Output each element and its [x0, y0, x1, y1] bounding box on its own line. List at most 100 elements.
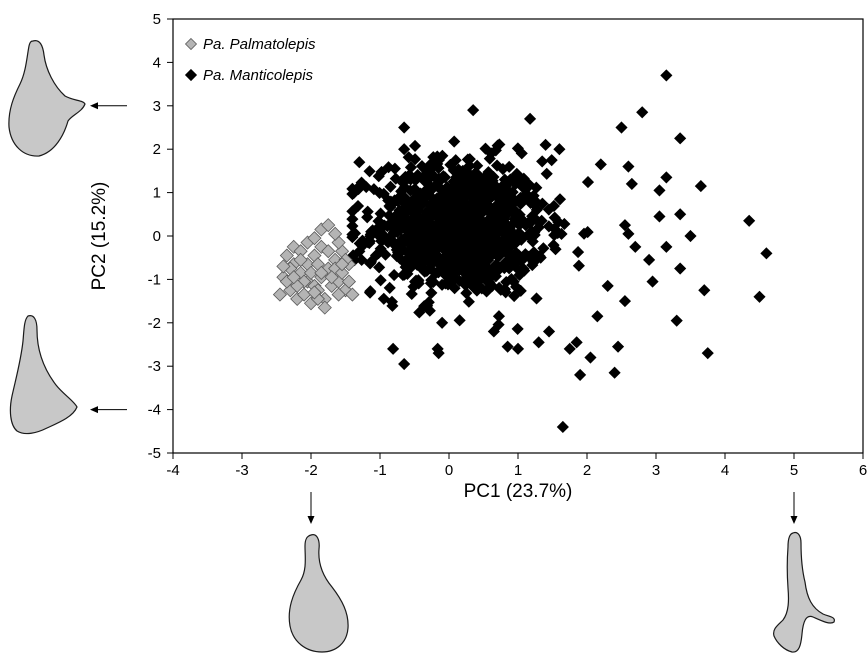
- manticolepis-point: [622, 160, 635, 173]
- y-tick-label: 5: [153, 11, 161, 28]
- manticolepis-point: [414, 214, 427, 227]
- manticolepis-point: [477, 198, 490, 212]
- manticolepis-point: [530, 292, 543, 305]
- manticolepis-point: [577, 227, 591, 240]
- manticolepis-point: [601, 279, 614, 292]
- manticolepis-point: [433, 191, 446, 204]
- x-tick-label: -3: [235, 462, 248, 479]
- x-axis-title: PC1 (23.7%): [464, 481, 573, 502]
- y-tick-label: -1: [148, 271, 161, 288]
- manticolepis-point: [512, 249, 525, 262]
- palmatolepis-point: [341, 274, 357, 289]
- manticolepis-point: [461, 241, 474, 254]
- manticolepis-point: [608, 366, 621, 379]
- y-tick-label: 1: [153, 185, 161, 202]
- manticolepis-point: [482, 185, 495, 198]
- manticolepis-point: [508, 289, 521, 303]
- manticolepis-point: [369, 249, 383, 262]
- manticolepis-point: [436, 316, 449, 329]
- manticolepis-point: [527, 198, 540, 211]
- y-tick-label: 4: [153, 54, 161, 71]
- manticolepis-point: [553, 143, 566, 156]
- manticolepis-point: [537, 242, 550, 255]
- manticolepis-point: [361, 235, 374, 249]
- y-tick-label: -4: [148, 402, 161, 419]
- manticolepis-point: [507, 193, 520, 206]
- manticolepis-point: [449, 154, 462, 167]
- manticolepis-point: [511, 342, 525, 355]
- palmatolepis-point: [321, 244, 336, 259]
- manticolepis-point: [477, 245, 490, 258]
- manticolepis-point: [431, 241, 444, 254]
- manticolepis-point: [503, 262, 516, 275]
- arrowhead: [90, 102, 98, 110]
- manticolepis-point: [420, 184, 433, 197]
- manticolepis-point: [674, 262, 687, 275]
- manticolepis-point: [432, 347, 445, 360]
- manticolepis-point: [539, 138, 552, 151]
- manticolepis-point: [398, 143, 411, 156]
- manticolepis-point: [423, 304, 436, 317]
- manticolepis-point: [437, 213, 450, 226]
- manticolepis-point: [556, 420, 569, 434]
- manticolepis-point: [618, 295, 632, 308]
- conodont-shape-bottom-left: [288, 534, 349, 653]
- manticolepis-point: [363, 286, 377, 299]
- manticolepis-point: [545, 154, 558, 167]
- manticolepis-point: [417, 195, 430, 208]
- manticolepis-point: [660, 171, 673, 184]
- manticolepis-point: [594, 158, 607, 171]
- manticolepis-point: [448, 282, 461, 295]
- palmatolepis-point: [314, 265, 329, 280]
- manticolepis-point: [469, 220, 482, 233]
- manticolepis-point: [629, 240, 642, 253]
- manticolepis-point: [536, 197, 549, 210]
- manticolepis-point: [377, 292, 390, 305]
- manticolepis-point: [653, 184, 666, 197]
- x-tick-label: 4: [721, 462, 729, 479]
- manticolepis-point: [743, 214, 756, 227]
- manticolepis-point: [493, 190, 506, 203]
- manticolepis-point: [402, 151, 415, 164]
- manticolepis-point: [495, 201, 508, 214]
- x-tick-label: -4: [166, 462, 179, 479]
- manticolepis-point: [403, 168, 416, 181]
- manticolepis-point: [461, 153, 474, 166]
- manticolepis-point: [448, 207, 461, 221]
- palmatolepis-point: [317, 300, 332, 315]
- manticolepis-point: [383, 281, 396, 294]
- y-tick-label: 0: [153, 228, 161, 245]
- manticolepis-point: [653, 210, 666, 223]
- manticolepis-point: [553, 193, 567, 206]
- manticolepis-point: [458, 218, 472, 231]
- manticolepis-point: [398, 357, 411, 371]
- manticolepis-point: [532, 336, 545, 349]
- manticolepis-point: [429, 249, 442, 262]
- manticolepis-point: [411, 275, 425, 288]
- manticolepis-point: [584, 351, 597, 364]
- manticolepis-point: [352, 182, 365, 196]
- manticolepis-point: [408, 249, 421, 262]
- manticolepis-point: [363, 165, 376, 178]
- palmatolepis-point: [307, 285, 322, 300]
- manticolepis-point: [509, 205, 523, 218]
- palmatolepis-point: [279, 248, 294, 263]
- y-tick-label: 3: [153, 98, 161, 115]
- manticolepis-point: [408, 139, 422, 153]
- manticolepis-point: [493, 281, 506, 294]
- manticolepis-point: [398, 121, 411, 134]
- manticolepis-point: [405, 287, 418, 301]
- manticolepis-point: [500, 275, 513, 289]
- manticolepis-point: [646, 275, 659, 288]
- manticolepis-point: [542, 325, 556, 338]
- y-tick-label: -5: [148, 445, 161, 462]
- conodont-shape-top-left: [8, 40, 86, 157]
- palmatolepis-point: [324, 270, 339, 285]
- manticolepis-point: [570, 336, 583, 349]
- palmatolepis-point: [328, 226, 343, 241]
- legend-label: Pa. Manticolepis: [203, 67, 314, 84]
- manticolepis-point: [432, 172, 445, 185]
- manticolepis-point: [492, 310, 506, 323]
- manticolepis-point: [549, 243, 562, 256]
- legend-marker: [184, 37, 198, 51]
